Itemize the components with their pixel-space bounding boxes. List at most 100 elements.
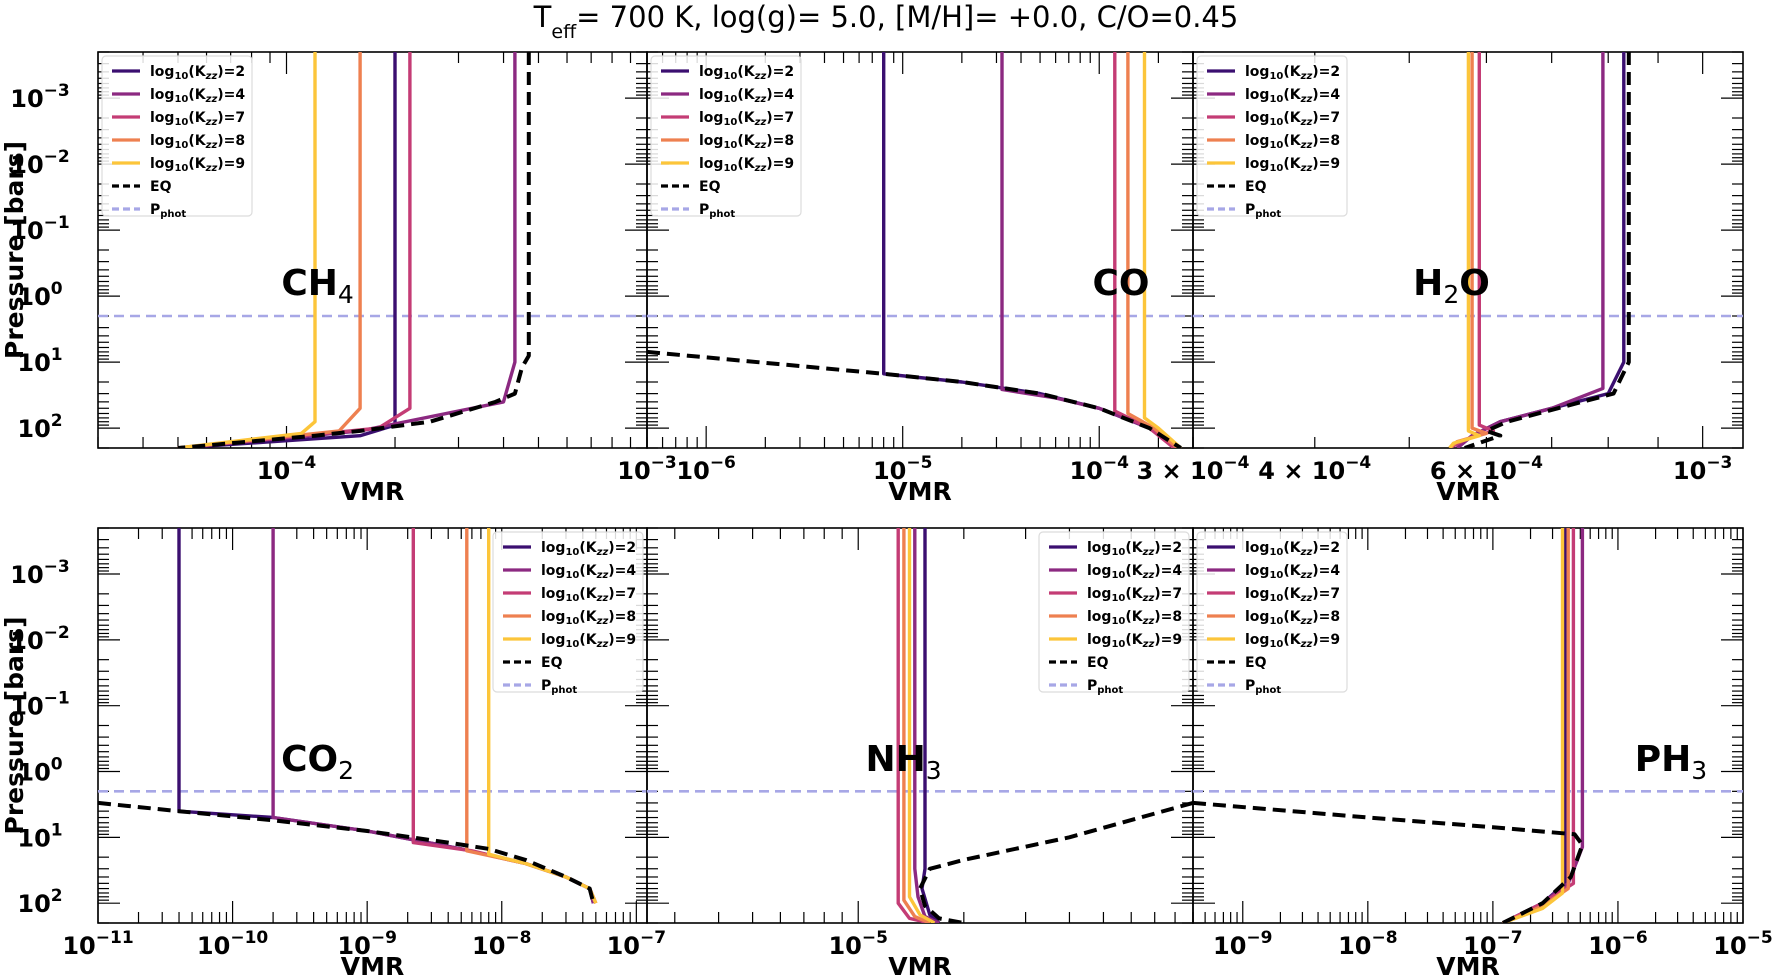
x-tick-label-base: 10	[617, 457, 650, 485]
x-axis-label: VMR	[341, 952, 404, 976]
legend-label: Pphot	[150, 202, 186, 220]
legend-label-d: zz	[1300, 547, 1313, 558]
legend-label-d: zz	[1300, 94, 1313, 105]
series-kzz-3	[1126, 52, 1179, 448]
series-kzz-0	[920, 528, 941, 923]
legend-label-b: 10	[1269, 94, 1283, 105]
legend-label: log10(Kzz)=4	[1245, 563, 1340, 581]
x-tick-label-exp: −4	[1345, 453, 1371, 473]
legend-label-b: phot	[160, 209, 186, 220]
legend-label-d: zz	[1300, 117, 1313, 128]
x-axis-label: VMR	[888, 952, 951, 976]
legend-label-e: )=9	[1312, 156, 1340, 172]
legend-label-e: )=9	[1312, 632, 1340, 648]
legend-label-a: log	[541, 563, 565, 579]
legend-label-b: 10	[565, 593, 579, 604]
legend-label-b: 10	[723, 94, 737, 105]
legend-label-a: P	[699, 202, 709, 218]
legend-label-d: zz	[596, 547, 609, 558]
x-tick-label-base: 10	[1588, 932, 1621, 960]
legend-label-e: )=8	[1312, 133, 1340, 149]
y-tick-label: 102	[17, 411, 62, 443]
legend-label: EQ	[1245, 179, 1267, 195]
y-tick-label: 100	[17, 755, 62, 787]
legend-label-c: (K	[188, 110, 206, 126]
legend-label-e: )=7	[1154, 586, 1182, 602]
legend-label-a: log	[150, 64, 174, 80]
x-tick-label: 10−6	[1588, 928, 1647, 960]
legend-label-e: )=8	[1154, 609, 1182, 625]
legend-label-b: 10	[1269, 570, 1283, 581]
legend-label: log10(Kzz)=8	[1245, 609, 1340, 627]
x-tick-label-base: 3 × 10	[1137, 457, 1224, 485]
legend-label-e: )=2	[1312, 64, 1340, 80]
legend-label-b: 10	[1111, 570, 1125, 581]
legend-label-e: )=2	[1312, 540, 1340, 556]
x-tick-label: 10−7	[607, 928, 666, 960]
legend-label-e: )=8	[608, 609, 636, 625]
legend-label-b: 10	[1269, 547, 1283, 558]
x-axis-label: VMR	[341, 477, 404, 506]
legend-box	[650, 55, 802, 217]
x-tick-label-exp: −3	[651, 453, 677, 473]
legend-label-a: log	[1245, 64, 1269, 80]
y-tick-label: 10−3	[10, 81, 69, 113]
legend-label-a: log	[1245, 156, 1269, 172]
legend-label-c: (K	[737, 110, 755, 126]
x-tick-label-base: 10	[607, 932, 640, 960]
x-tick-label-base: 10	[62, 932, 95, 960]
series-eq	[1193, 800, 1585, 923]
legend-label-a: log	[150, 133, 174, 149]
x-tick-label: 10−4	[257, 453, 317, 485]
species-label-part: 2	[338, 756, 354, 785]
species-label-part: NH	[866, 739, 926, 780]
x-axis-label: VMR	[888, 477, 951, 506]
legend-label-d: zz	[205, 163, 218, 174]
y-tick-label-base: 10	[17, 283, 50, 311]
y-tick-label-exp: −1	[44, 689, 70, 709]
x-tick-label-exp: −10	[230, 928, 268, 948]
series-kzz-1	[913, 528, 940, 923]
legend-label-a: log	[1245, 110, 1269, 126]
legend-label-c: (K	[1283, 87, 1301, 103]
legend-label-c: (K	[1125, 586, 1143, 602]
x-tick-label-exp: −8	[1371, 928, 1397, 948]
x-tick-label-exp: −3	[1706, 453, 1732, 473]
y-tick-label-base: 10	[10, 151, 43, 179]
legend-label-a: log	[150, 110, 174, 126]
legend-label-d: zz	[1300, 163, 1313, 174]
x-tick-label: 10−8	[1338, 928, 1397, 960]
y-tick-label-base: 10	[17, 890, 50, 918]
legend-label: log10(Kzz)=7	[541, 586, 636, 604]
legend-label-b: phot	[709, 209, 735, 220]
legend-label-b: 10	[174, 117, 188, 128]
legend-label-a: log	[1245, 540, 1269, 556]
series-group	[98, 528, 598, 904]
y-tick-label-exp: 1	[51, 820, 63, 840]
y-tick-label-exp: −3	[44, 81, 70, 101]
series-kzz-3	[1502, 528, 1570, 923]
legend-label: log10(Kzz)=2	[1245, 64, 1340, 82]
legend-label-e: )=9	[608, 632, 636, 648]
legend-label-c: (K	[1283, 540, 1301, 556]
legend-box	[1196, 531, 1348, 693]
legend-label-a: log	[1087, 540, 1111, 556]
legend-label-c: (K	[1125, 563, 1143, 579]
y-tick-label-exp: 0	[51, 755, 63, 775]
panel-co: 10−6 10−5 10−4 3 × 10−4VMRCOlog10(Kzz)=2log…	[646, 51, 1250, 506]
legend-label-d: zz	[596, 593, 609, 604]
legend-label: log10(Kzz)=4	[1087, 563, 1182, 581]
legend-label-c: (K	[737, 133, 755, 149]
legend-label-c: (K	[1283, 110, 1301, 126]
legend-label-b: 10	[1269, 71, 1283, 82]
legend-label: log10(Kzz)=7	[1245, 586, 1340, 604]
legend-label-b: 10	[565, 570, 579, 581]
y-tick-label: 102	[17, 886, 62, 918]
x-tick-label: 10−5	[873, 453, 932, 485]
legend-label-e: )=7	[217, 110, 245, 126]
legend-label-c: (K	[579, 609, 597, 625]
x-tick-label: 10−9	[337, 928, 396, 960]
legend-label-e: )=9	[766, 156, 794, 172]
legend-label: log10(Kzz)=2	[699, 64, 794, 82]
